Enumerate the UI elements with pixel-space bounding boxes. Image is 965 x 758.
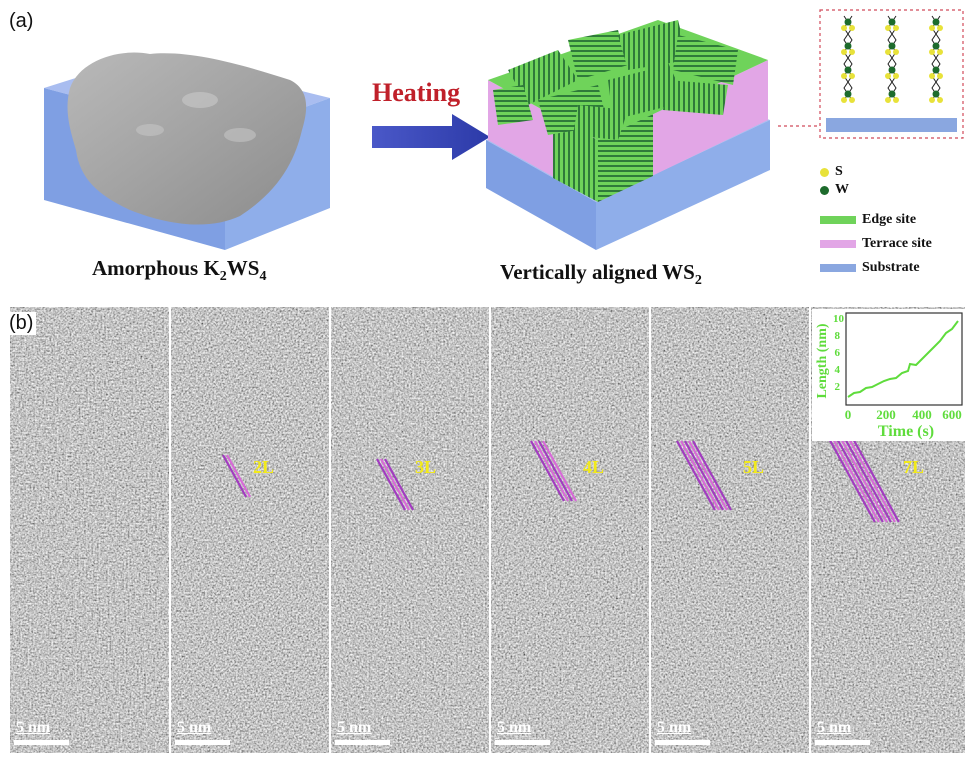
length-vs-time-inset: 2 4 6 8 10 0 200 400 600 Time (s) Length… [812, 309, 965, 441]
ws2-layer-stripe [534, 440, 569, 502]
scale-bar [655, 740, 710, 745]
ws2-layer-bundle [376, 458, 415, 511]
ws2-layer-stripe [530, 440, 565, 502]
w-atom-icon [820, 185, 829, 195]
tem-noise-image [331, 307, 489, 753]
scale-bar-label: 5 nm [16, 719, 51, 736]
layer-count-label: 3L [415, 457, 437, 477]
legend-s-label: S [835, 164, 843, 179]
layer-count-label: 4L [583, 457, 605, 477]
scale-bar [335, 740, 390, 745]
tem-noise-image [171, 307, 329, 753]
substrate-swatch [820, 264, 856, 272]
ws2-layer-stripe [838, 434, 888, 523]
ws2-layer-stripe [842, 434, 892, 523]
tem-frame: 4L 5 nm [491, 307, 649, 753]
heating-arrow-icon [372, 114, 490, 160]
scale-bar [815, 740, 870, 745]
xtick-label: 400 [912, 407, 932, 422]
ws2-layer-stripe [692, 440, 732, 511]
xtick-label: 0 [845, 407, 852, 422]
ws2-layer-stripe [376, 458, 407, 511]
tem-noise-image [491, 307, 649, 753]
tem-noise-image [651, 307, 809, 753]
scale-bar-label: 5 nm [817, 719, 852, 736]
ytick-label: 2 [835, 381, 841, 393]
ws2-layer-stripe [380, 458, 411, 511]
tem-frame: 5L 5 nm [651, 307, 809, 753]
ws2-chain [929, 15, 943, 103]
tem-frame: 5 nm [10, 307, 169, 753]
ws2-layer-stripe [834, 434, 884, 523]
edge-swatch [820, 216, 856, 224]
ytick-label: 8 [835, 330, 841, 342]
amorphous-film-illustration [44, 52, 330, 250]
length-curve [847, 320, 959, 398]
ws2-chain [841, 15, 855, 103]
tem-frame: 2L 5 nm [171, 307, 329, 753]
ws2-layer-stripe [684, 440, 724, 511]
xtick-label: 600 [942, 407, 962, 422]
legend-edge: Edge site [820, 212, 916, 228]
ws2-layer-bundle [222, 454, 252, 498]
ws2-layer-stripe [542, 440, 577, 502]
scale-bar-label: 5 nm [337, 719, 372, 736]
ytick-label: 4 [835, 364, 841, 376]
crystal-structure-inset [778, 9, 964, 139]
vertical-ws2-illustration [486, 20, 770, 250]
xtick-label: 200 [876, 407, 896, 422]
ws2-layer-stripe [222, 454, 248, 498]
layer-count-label: 5L [743, 457, 765, 477]
legend-s: S [820, 164, 843, 180]
panel-b-label: (b) [6, 312, 37, 335]
tem-image-strip: 5 nm 2L 5 nm 3L 5 nm 4L 5 nm 5L 5 nm 7L 5 nm [10, 307, 965, 753]
tem-frame: 3L 5 nm [331, 307, 489, 753]
scale-bar-label: 5 nm [177, 719, 212, 736]
legend-w-label: W [835, 182, 849, 197]
heating-label: Heating [372, 78, 461, 107]
legend-substrate: Substrate [820, 260, 920, 276]
layer-count-label: 2L [253, 457, 275, 477]
ws2-layer-stripe [680, 440, 720, 511]
ws2-layer-stripe [538, 440, 573, 502]
scale-bar [495, 740, 550, 745]
ws2-layer-bundle [676, 440, 732, 511]
ws2-layer-stripe [850, 434, 900, 523]
ws2-layer-stripe [830, 434, 880, 523]
terrace-swatch [820, 240, 856, 248]
scale-bar [14, 740, 69, 745]
ws2-layer-stripe [688, 440, 728, 511]
scale-bar-label: 5 nm [497, 719, 532, 736]
ws2-layer-bundle [530, 440, 577, 502]
legend-terrace: Terrace site [820, 236, 932, 252]
ws2-layer-bundle [826, 434, 900, 523]
ws2-layer-stripe [226, 454, 252, 498]
ws2-layer-stripe [846, 434, 896, 523]
panel-a-label: (a) [6, 10, 37, 33]
ws2-chain [885, 15, 899, 103]
vertical-ws2-caption: Vertically aligned WS2 [500, 260, 702, 289]
scale-bar-label: 5 nm [657, 719, 692, 736]
scale-bar [175, 740, 230, 745]
ytick-label: 10 [833, 313, 845, 325]
ws2-layer-stripe [384, 458, 415, 511]
inset-xlabel: Time (s) [878, 423, 934, 440]
ws2-layer-stripe [676, 440, 716, 511]
layer-count-label: 7L [903, 457, 925, 477]
s-atom-icon [820, 167, 829, 177]
legend-edge-label: Edge site [862, 212, 917, 227]
inset-xticks: 0 200 400 600 [845, 407, 962, 422]
legend-w: W [820, 182, 849, 198]
inset-yticks: 2 4 6 8 10 [833, 313, 845, 393]
ytick-label: 6 [835, 347, 841, 359]
legend-substrate-label: Substrate [862, 260, 920, 275]
amorphous-caption: Amorphous K2WS4 [92, 256, 267, 285]
tem-noise-image [10, 307, 169, 753]
inset-ylabel: Length (nm) [815, 323, 830, 398]
legend-terrace-label: Terrace site [862, 236, 932, 251]
ws2-layer-stripe [826, 434, 876, 523]
